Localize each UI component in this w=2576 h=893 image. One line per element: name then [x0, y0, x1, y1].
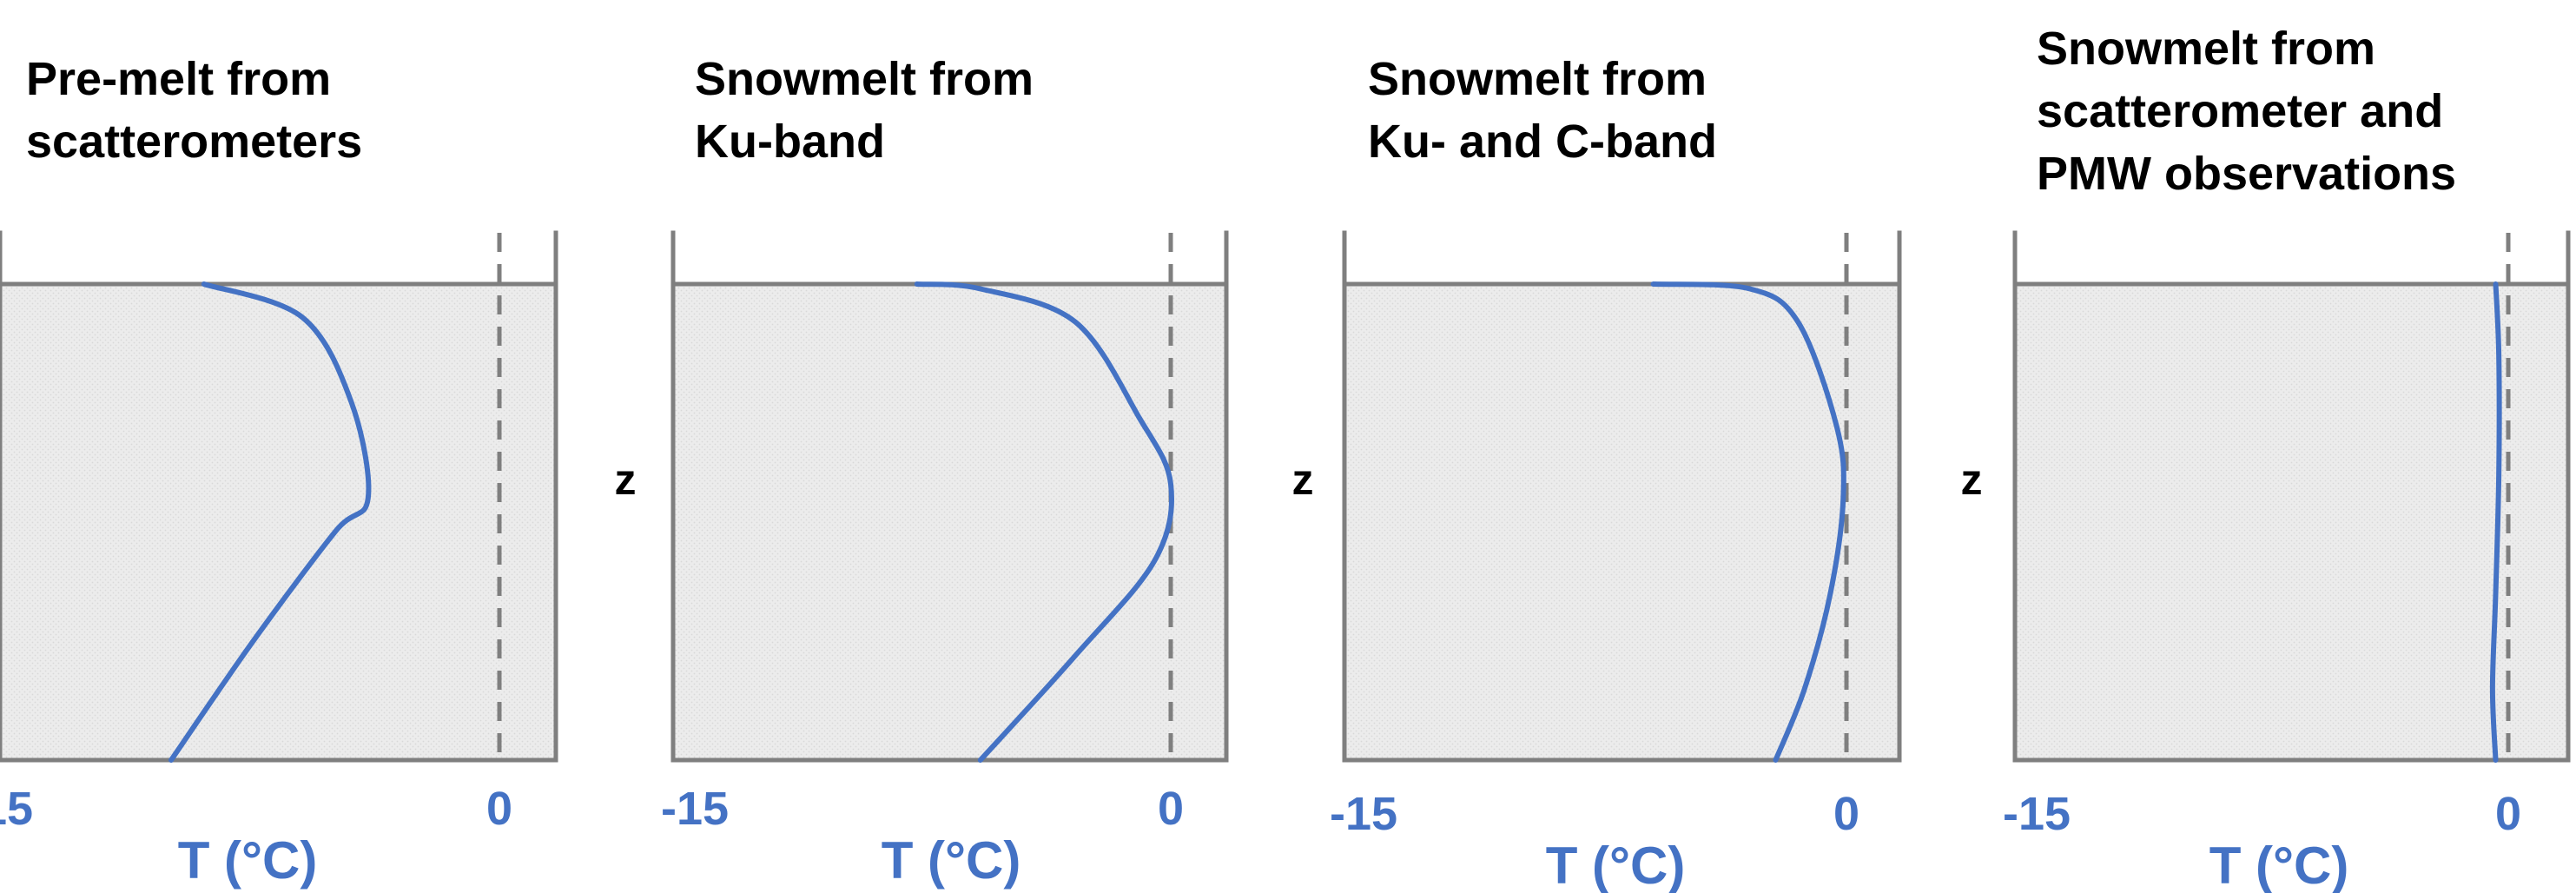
y-axis-label-z: z	[1960, 455, 1983, 504]
panel-3	[1342, 230, 1902, 763]
panel-title-line-2: scatterometer and	[2037, 85, 2444, 137]
panel-title-line-1: Snowmelt from	[1368, 53, 1707, 105]
panel-4	[2012, 230, 2571, 763]
x-axis-label: T (°C)	[881, 831, 1021, 890]
panel-title: Snowmelt from scatterometer and PMW observ…	[2037, 17, 2456, 205]
y-axis-label-z: z	[1291, 455, 1314, 504]
x-axis-label: T (°C)	[177, 831, 318, 890]
panel-title-line-1: Pre-melt from	[26, 53, 332, 105]
panel-title: Snowmelt from Ku-band	[695, 48, 1034, 173]
x-tick-label-min: -15	[1329, 788, 1398, 840]
panel-title: Snowmelt from Ku- and C-band	[1368, 48, 1717, 173]
x-tick-label-zero: 0	[1833, 788, 1860, 840]
snowpack-fill	[2015, 284, 2568, 760]
y-axis-label-z: z	[614, 455, 637, 504]
x-tick-label-zero: 0	[2494, 788, 2522, 840]
x-tick-label-min: -15	[660, 783, 730, 835]
temperature-profile-line	[168, 281, 372, 763]
x-tick-label-min: 15	[0, 783, 34, 835]
panel-title-line-3: PMW observations	[2037, 148, 2457, 200]
temperature-profile-line	[914, 281, 1175, 763]
panel-title-line-2: Ku- and C-band	[1368, 116, 1717, 168]
snowpack-fill	[673, 284, 1226, 760]
panel-title-line-2: scatterometers	[26, 116, 363, 168]
panel-title-line-2: Ku-band	[695, 116, 885, 168]
x-axis-label: T (°C)	[1545, 837, 1686, 893]
temperature-profile-line	[2489, 281, 2502, 763]
x-tick-label-zero: 0	[485, 783, 513, 835]
panel-title-line-1: Snowmelt from	[2037, 23, 2376, 75]
x-tick-label-min: -15	[2002, 788, 2071, 840]
x-tick-label-zero: 0	[1157, 783, 1185, 835]
panel-title-line-1: Snowmelt from	[695, 53, 1034, 105]
snowpack-fill	[0, 284, 556, 760]
x-axis-label: T (°C)	[2209, 837, 2349, 893]
panel-1	[0, 230, 558, 763]
temperature-profile-line	[1650, 281, 1846, 763]
panel-2	[670, 230, 1229, 763]
panel-title: Pre-melt from scatterometers	[26, 48, 362, 173]
